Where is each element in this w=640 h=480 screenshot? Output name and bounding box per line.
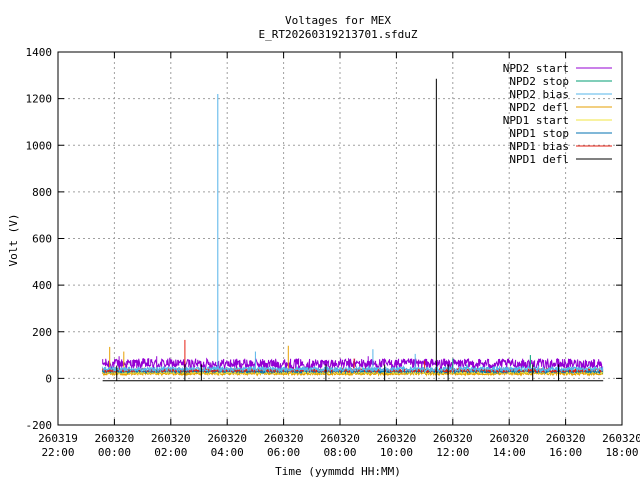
y-tick-label: 1200 — [26, 93, 53, 106]
x-tick-date: 260320 — [602, 432, 640, 445]
y-tick-label: 1400 — [26, 46, 53, 59]
series-line — [102, 364, 604, 374]
y-tick-label: 200 — [32, 326, 52, 339]
x-axis-label: Time (yymmdd HH:MM) — [275, 465, 401, 478]
y-tick-label: -200 — [26, 419, 53, 432]
x-tick-time: 14:00 — [493, 446, 526, 459]
x-tick-time: 16:00 — [549, 446, 582, 459]
x-tick-time: 22:00 — [41, 446, 74, 459]
y-axis-ticks: -200 0 200 400 600 800 1000 1200 1400 — [26, 46, 622, 432]
legend-label: NPD1 bias — [509, 140, 569, 153]
x-tick-date: 260320 — [546, 432, 586, 445]
series-line — [102, 370, 604, 377]
x-tick-date: 260319 — [38, 432, 78, 445]
legend-label: NPD2 stop — [509, 75, 569, 88]
x-tick-time: 10:00 — [380, 446, 413, 459]
x-tick-date: 260320 — [264, 432, 304, 445]
x-tick-time: 08:00 — [323, 446, 356, 459]
legend-label: NPD2 defl — [509, 101, 569, 114]
x-tick-date: 260320 — [95, 432, 135, 445]
y-tick-label: 1000 — [26, 139, 53, 152]
series-line — [102, 357, 604, 371]
x-axis-ticks: 26031922:0026032000:0026032002:002603200… — [38, 52, 640, 459]
x-tick-date: 260320 — [320, 432, 360, 445]
series-layer — [102, 78, 604, 382]
y-tick-label: 600 — [32, 233, 52, 246]
series-npd1-defl — [102, 78, 604, 382]
legend-label: NPD1 defl — [509, 153, 569, 166]
x-tick-time: 18:00 — [605, 446, 638, 459]
legend-label: NPD1 start — [503, 114, 569, 127]
series-npd2-bias — [102, 93, 604, 374]
x-tick-time: 04:00 — [211, 446, 244, 459]
x-tick-time: 02:00 — [154, 446, 187, 459]
legend-label: NPD2 bias — [509, 88, 569, 101]
y-tick-label: 800 — [32, 186, 52, 199]
x-tick-date: 260320 — [433, 432, 473, 445]
legend-label: NPD1 stop — [509, 127, 569, 140]
y-axis-label: Volt (V) — [7, 214, 20, 267]
chart-title: Voltages for MEX — [285, 14, 391, 27]
y-tick-label: 400 — [32, 279, 52, 292]
x-tick-date: 260320 — [207, 432, 247, 445]
x-tick-date: 260320 — [377, 432, 417, 445]
series-npd2-start — [102, 356, 604, 371]
x-tick-time: 00:00 — [98, 446, 131, 459]
x-tick-time: 06:00 — [267, 446, 300, 459]
x-tick-date: 260320 — [489, 432, 529, 445]
legend-label: NPD2 start — [503, 62, 569, 75]
x-tick-date: 260320 — [151, 432, 191, 445]
chart-subtitle: E_RT20260319213701.sfduZ — [259, 28, 418, 41]
x-tick-time: 12:00 — [436, 446, 469, 459]
y-tick-label: 0 — [45, 372, 52, 385]
